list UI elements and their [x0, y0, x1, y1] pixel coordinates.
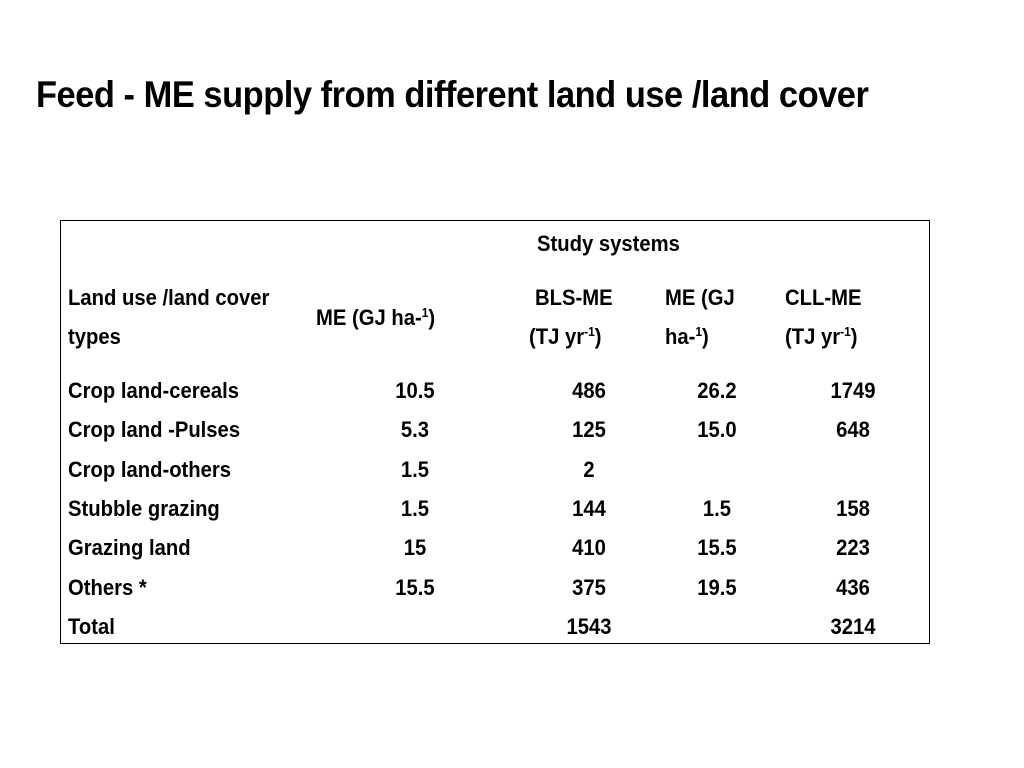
cell-bls: 2	[583, 456, 595, 482]
cell-me1: 10.5	[395, 378, 435, 403]
cell-cll: 158	[836, 495, 870, 521]
cell-me2: 26.2	[697, 378, 737, 403]
cell-me1: 1.5	[400, 456, 430, 482]
row-label: Crop land -Pulses	[68, 417, 241, 443]
header-me2-line2: ha-1)	[665, 324, 709, 349]
header-bls-me-line1: BLS-ME	[535, 285, 613, 310]
data-table: Study systems Land use /land cover types…	[60, 220, 930, 644]
cell-cll: 3214	[830, 613, 876, 639]
cell-bls: 375	[572, 574, 606, 600]
header-cll-me-line1: CLL-ME	[785, 285, 862, 310]
cell-cll: 223	[836, 535, 870, 561]
row-label: Others *	[68, 574, 147, 600]
cell-me1: 15.5	[395, 574, 435, 600]
header-land-use-line1: Land use /land cover	[68, 285, 270, 310]
header-cll-me-line2: (TJ yr-1)	[785, 324, 858, 349]
cell-me1: 5.3	[400, 417, 430, 443]
header-bls-me-line2: (TJ yr-1)	[529, 324, 602, 349]
cell-me1: 1.5	[400, 495, 430, 521]
header-me2-line1: ME (GJ	[665, 285, 735, 310]
cell-bls: 410	[572, 535, 606, 561]
row-label: Crop land-cereals	[68, 378, 239, 403]
cell-me2: 15.0	[697, 417, 737, 443]
cell-me2: 15.5	[697, 535, 737, 561]
cell-bls: 144	[572, 495, 606, 521]
row-label: Crop land-others	[68, 456, 232, 482]
cell-me1: 15	[403, 535, 427, 561]
row-label: Grazing land	[68, 535, 191, 561]
cell-cll: 1749	[830, 378, 876, 403]
cell-bls: 125	[572, 417, 606, 443]
cell-bls: 486	[572, 378, 606, 403]
cell-me2: 19.5	[697, 574, 737, 600]
row-label: Total	[68, 613, 115, 639]
cell-cll: 648	[836, 417, 870, 443]
study-systems-header: Study systems	[537, 231, 680, 256]
cell-cll: 436	[836, 574, 870, 600]
cell-bls: 1543	[566, 613, 612, 639]
cell-me2: 1.5	[702, 495, 732, 521]
row-label: Stubble grazing	[68, 495, 220, 521]
slide-title: Feed - ME supply from different land use…	[36, 74, 869, 115]
header-me-gj-ha: ME (GJ ha-1)	[316, 305, 436, 330]
header-land-use-line2: types	[68, 324, 121, 349]
